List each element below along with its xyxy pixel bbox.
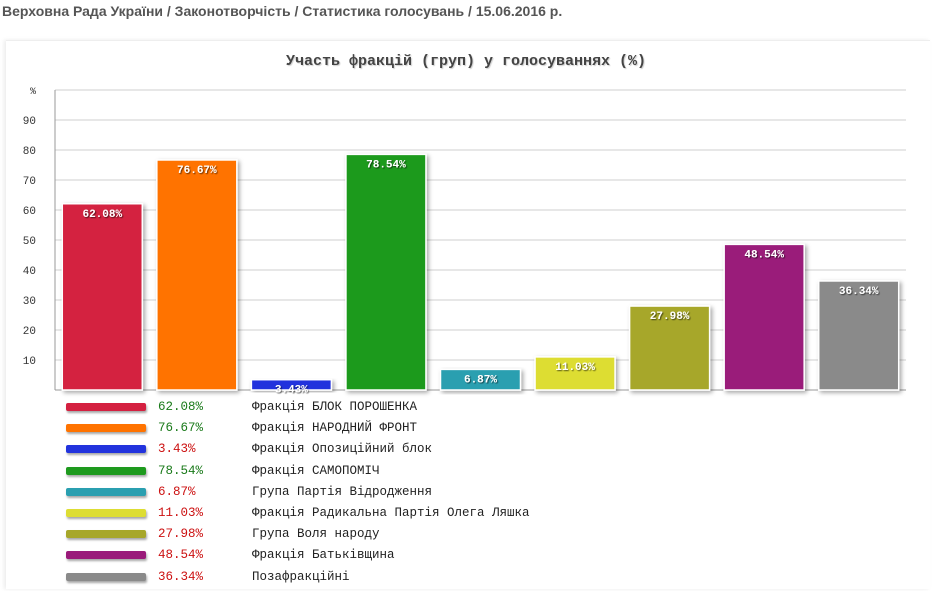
y-tick-label: 70 [23,176,36,188]
legend-label: Фракція Батьківщина [252,548,395,563]
legend-value: 3.43% [158,442,196,457]
bar-value-label: 27.98% [650,311,690,323]
y-axis-unit: % [30,87,36,98]
chart-title: Участь фракцій (груп) у голосуваннях (%) [285,53,647,70]
bar [345,153,427,391]
legend-value: 36.34% [158,569,204,584]
y-tick-label: 30 [23,296,36,308]
bar-value-label: 62.08% [82,209,122,221]
legend-label: Фракція САМОПОМІЧ [252,463,380,478]
legend-value: 11.03% [158,505,204,520]
legend-label: Позафракційні [252,569,350,584]
y-tick-label: 10 [23,356,36,368]
y-tick-label: 50 [23,236,36,248]
legend-value: 48.54% [158,548,204,563]
legend-value: 27.98% [158,527,204,542]
bar-value-label: 36.34% [839,286,879,298]
legend-swatch [66,487,146,496]
legend-label: Фракція БЛОК ПОРОШЕНКА [252,400,418,414]
bar [250,378,333,391]
bar-value-label: 3.43% [275,385,308,397]
bar [723,243,805,391]
y-tick-label: 20 [23,326,36,338]
legend-swatch [66,508,146,517]
legend-label: Фракція Радикальна Партія Олега Ляшка [252,505,530,520]
legend-swatch [66,466,146,475]
bar-value-label: 6.87% [464,374,497,386]
bar-value-label: 78.54% [366,159,406,171]
bar-value-label: 48.54% [744,249,784,261]
legend-swatch [66,403,146,411]
y-tick-label: 40 [23,266,36,278]
legend-value: 76.67% [158,421,204,436]
legend-label: Фракція Опозиційний блок [252,442,433,457]
bar-chart: 10 20 30 40 50 60 70 80 90% 62.08% 76.67% 3.43% 78.… [23,87,906,397]
legend-swatch [66,572,146,581]
legend-label: Група Партія Відродження [252,484,433,499]
legend-value: 62.08% [158,400,204,414]
y-tick-label: 90 [23,116,36,128]
legend-swatch [66,530,146,539]
legend-swatch [66,445,146,454]
legend-value: 78.54% [158,463,204,478]
legend-label: Група Воля народу [252,527,380,542]
bar [628,305,711,391]
y-tick-label: 60 [23,206,36,218]
legend-value: 6.87% [158,484,196,499]
bar [534,356,616,391]
bar [439,368,522,391]
y-tick-label: 80 [23,146,36,158]
legend-label: Фракція НАРОДНИЙ ФРОНТ [252,421,418,436]
breadcrumb: Верховна Рада України / Законотворчість … [2,3,563,19]
bar [156,159,238,391]
bar-value-label: 11.03% [555,362,595,374]
bar [61,203,144,391]
legend-swatch [66,424,146,433]
bar-value-label: 76.67% [177,165,217,177]
bar [817,280,900,391]
legend-swatch [66,551,146,560]
